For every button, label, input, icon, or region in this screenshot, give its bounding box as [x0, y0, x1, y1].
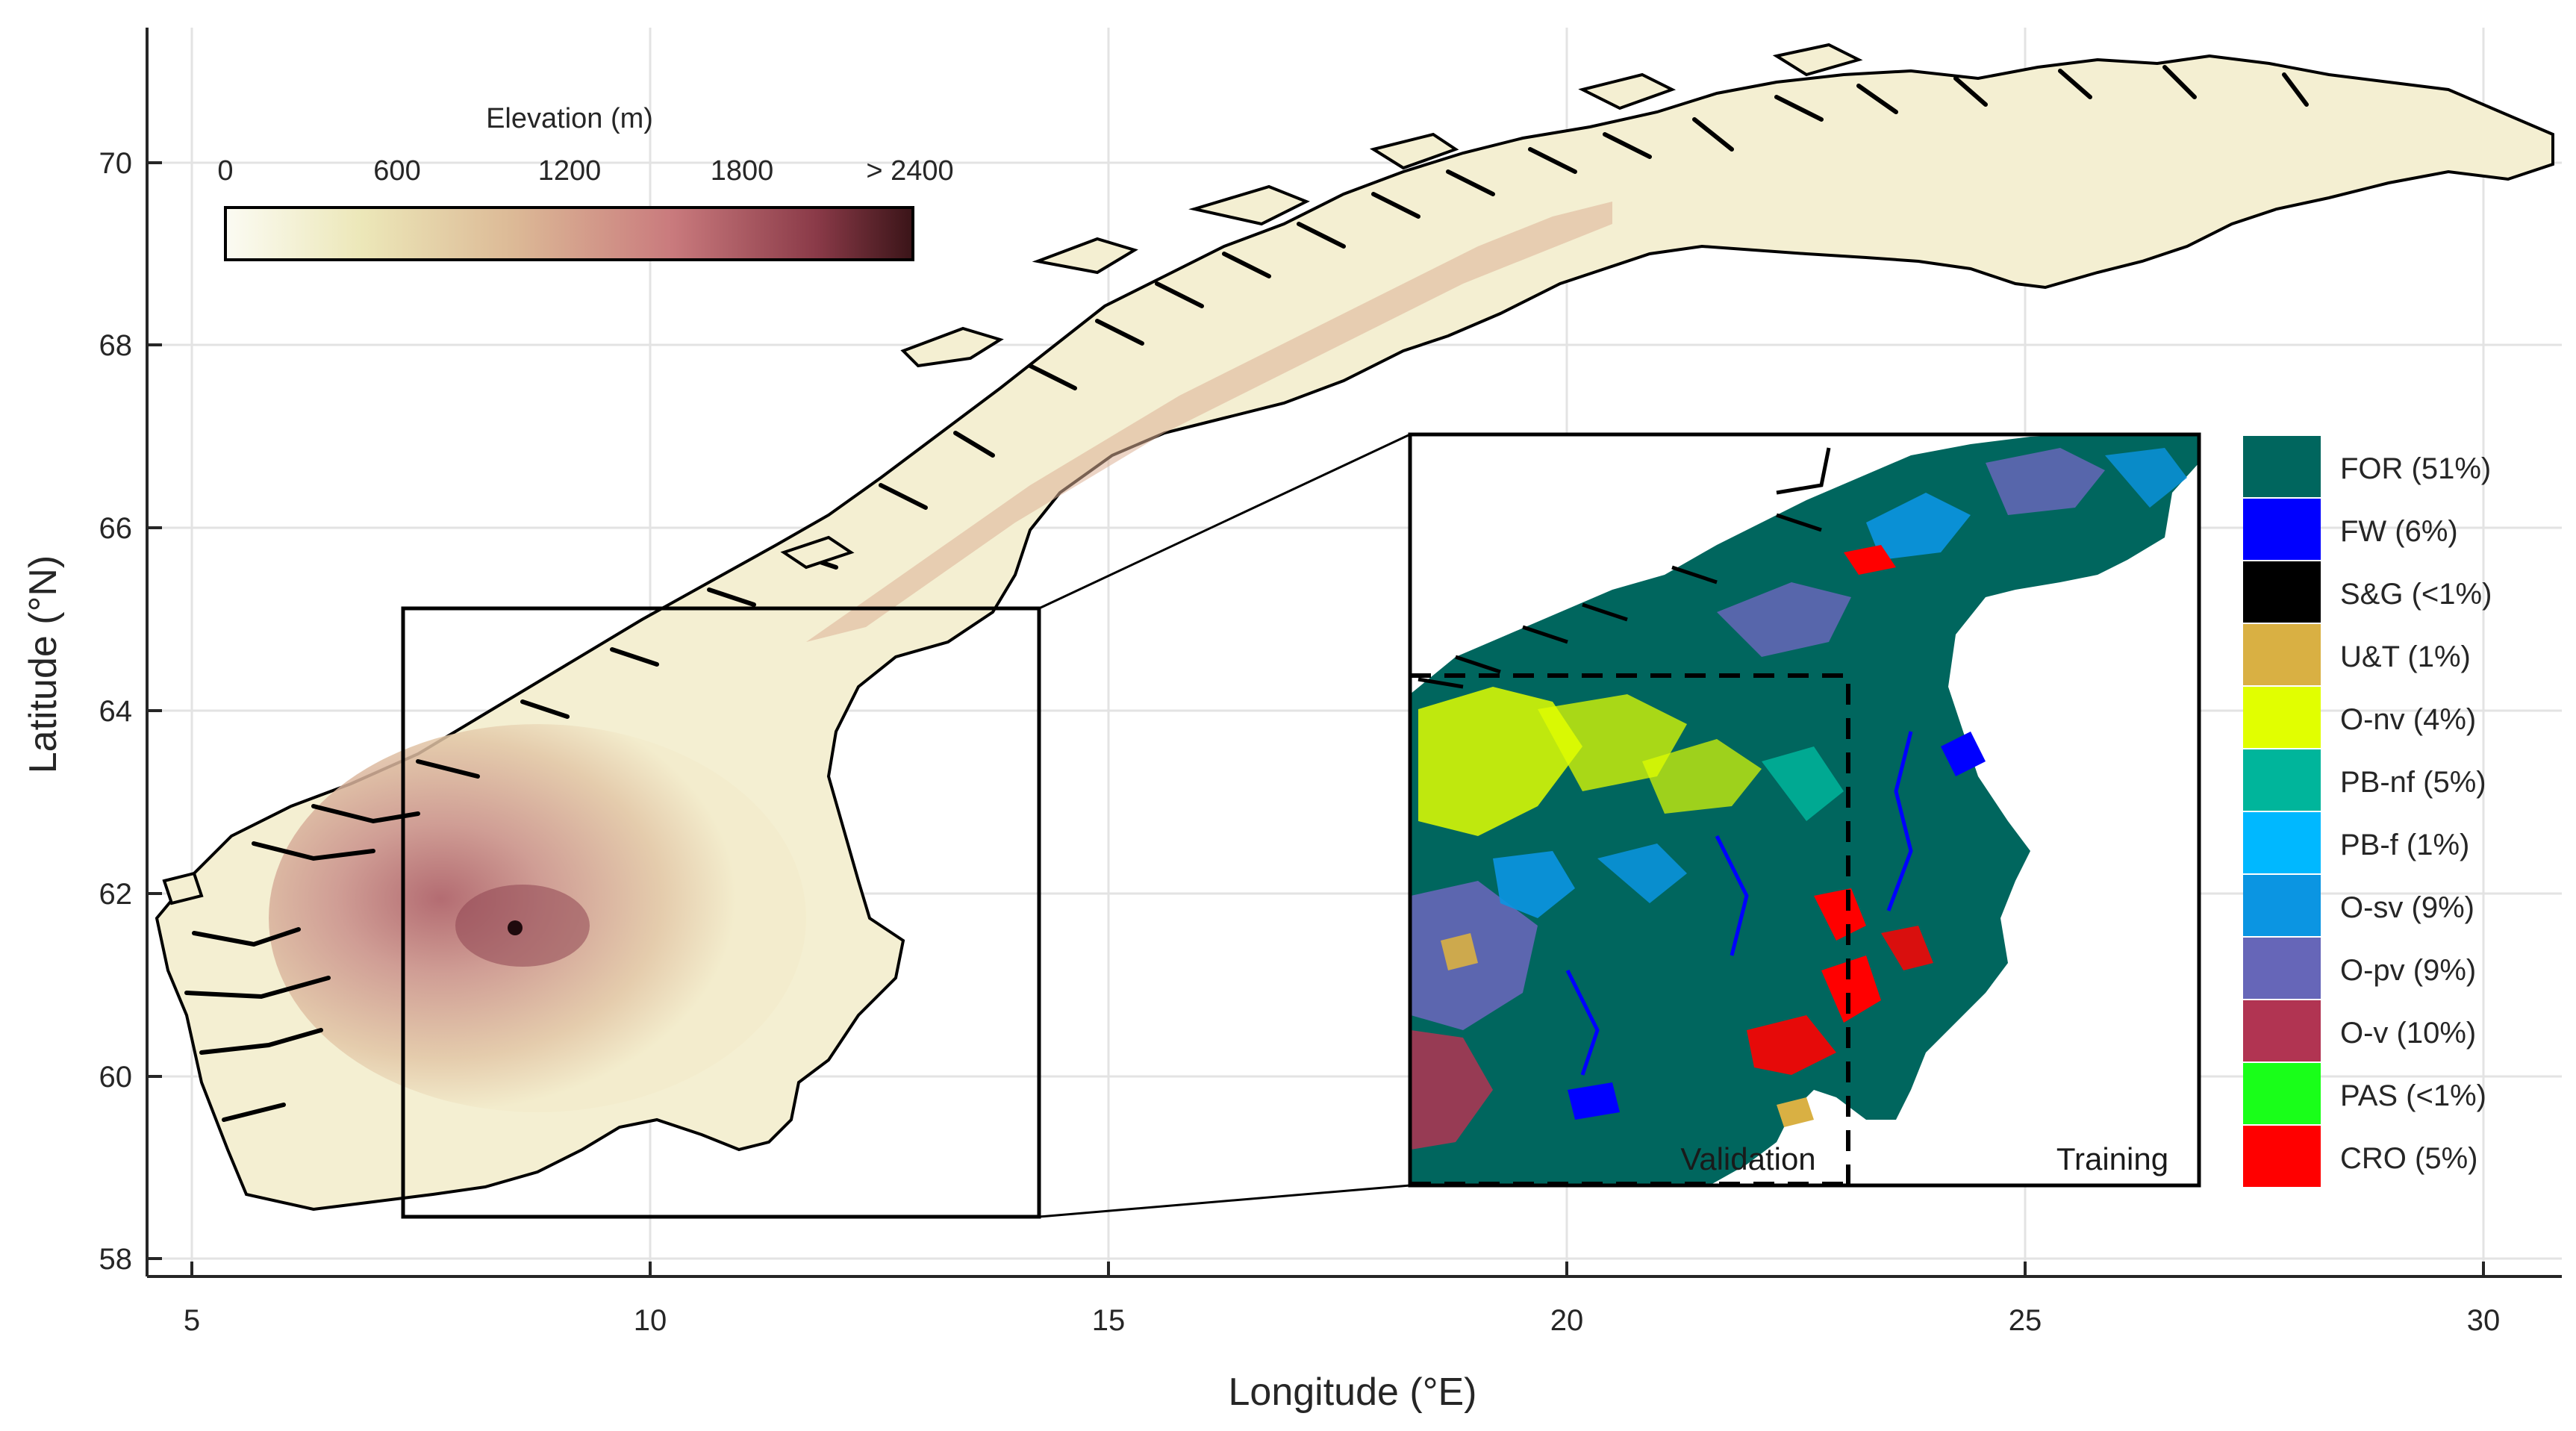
legend-swatch-9	[2243, 1000, 2321, 1061]
x-axis-label: Longitude (°E)	[1229, 1371, 1477, 1414]
axes-frame	[146, 28, 2562, 1278]
x-tick-25: 25	[2009, 1304, 2042, 1337]
inset-water	[1565, 731, 1913, 1076]
legend-label-10: PAS (<1%)	[2340, 1079, 2486, 1112]
x-tick-15: 15	[1092, 1304, 1126, 1337]
legend-label-8: O-pv (9%)	[2340, 954, 2476, 987]
coastal-islands	[162, 43, 1863, 905]
peak-marker	[508, 920, 523, 935]
legend-swatch-6	[2243, 812, 2321, 873]
northern-ridge	[806, 202, 1612, 642]
elevation-colorbar: Elevation (m) 0 600 1200 1800 > 2400	[217, 103, 954, 261]
connector-top	[1038, 433, 1411, 610]
y-tick-70: 70	[99, 147, 133, 180]
validation-label: Validation	[1680, 1141, 1815, 1176]
x-tick-5: 5	[184, 1304, 200, 1337]
legend-label-2: S&G (<1%)	[2340, 578, 2492, 611]
inset-coast	[1418, 447, 1831, 689]
legend-label-9: O-v (10%)	[2340, 1017, 2476, 1050]
legend-label-6: PB-f (1%)	[2340, 829, 2469, 861]
colorbar-tick-4: > 2400	[866, 155, 953, 187]
x-tick-labels: 5 10 15 20 25 30	[184, 1304, 2500, 1337]
x-tick-20: 20	[1550, 1304, 1584, 1337]
colorbar-title: Elevation (m)	[486, 103, 653, 134]
legend-label-5: PB-nf (5%)	[2340, 766, 2486, 799]
landcover-inset: Validation Training	[1408, 432, 2201, 1188]
y-tick-60: 60	[99, 1061, 133, 1094]
legend-swatch-0	[2243, 436, 2321, 497]
colorbar-tick-1: 600	[373, 155, 420, 187]
legend-label-11: CRO (5%)	[2340, 1142, 2477, 1175]
legend-swatch-11	[2243, 1126, 2321, 1187]
training-label: Training	[2056, 1141, 2168, 1176]
y-axis-label: Latitude (°N)	[22, 555, 65, 773]
legend-swatch-7	[2243, 875, 2321, 936]
legend-swatch-10	[2243, 1063, 2321, 1124]
x-tick-30: 30	[2467, 1304, 2501, 1337]
legend-label-0: FOR (51%)	[2340, 452, 2491, 485]
legend-swatch-5	[2243, 749, 2321, 811]
y-tick-labels: 58 60 62 64 66 68 70	[99, 147, 133, 1276]
landcover-patches	[1411, 448, 2187, 1150]
study-area-box	[401, 433, 1411, 1219]
legend-swatch-4	[2243, 687, 2321, 748]
legend-label-1: FW (6%)	[2340, 515, 2458, 548]
x-tick-10: 10	[634, 1304, 667, 1337]
y-tick-62: 62	[99, 878, 133, 911]
legend-swatch-1	[2243, 499, 2321, 560]
legend-label-4: O-nv (4%)	[2340, 703, 2476, 736]
y-tick-64: 64	[99, 695, 133, 728]
legend-swatch-8	[2243, 938, 2321, 999]
legend-label-3: U&T (1%)	[2340, 640, 2471, 673]
legend-label-7: O-sv (9%)	[2340, 891, 2474, 924]
y-tick-58: 58	[99, 1243, 133, 1276]
validation-boundary	[1410, 673, 1850, 1185]
colorbar-gradient	[224, 206, 914, 261]
connector-bottom	[1038, 1184, 1411, 1218]
legend-swatch-3	[2243, 624, 2321, 685]
y-tick-66: 66	[99, 512, 133, 545]
inset-frame	[1408, 432, 2201, 1188]
colorbar-tick-3: 1800	[711, 155, 774, 187]
landcover-legend: FOR (51%) FW (6%) S&G (<1%) U&T (1%) O-n…	[2243, 436, 2492, 1187]
y-tick-68: 68	[99, 329, 133, 362]
legend-swatch-2	[2243, 561, 2321, 623]
colorbar-tick-2: 1200	[538, 155, 602, 187]
colorbar-tick-0: 0	[217, 155, 233, 187]
